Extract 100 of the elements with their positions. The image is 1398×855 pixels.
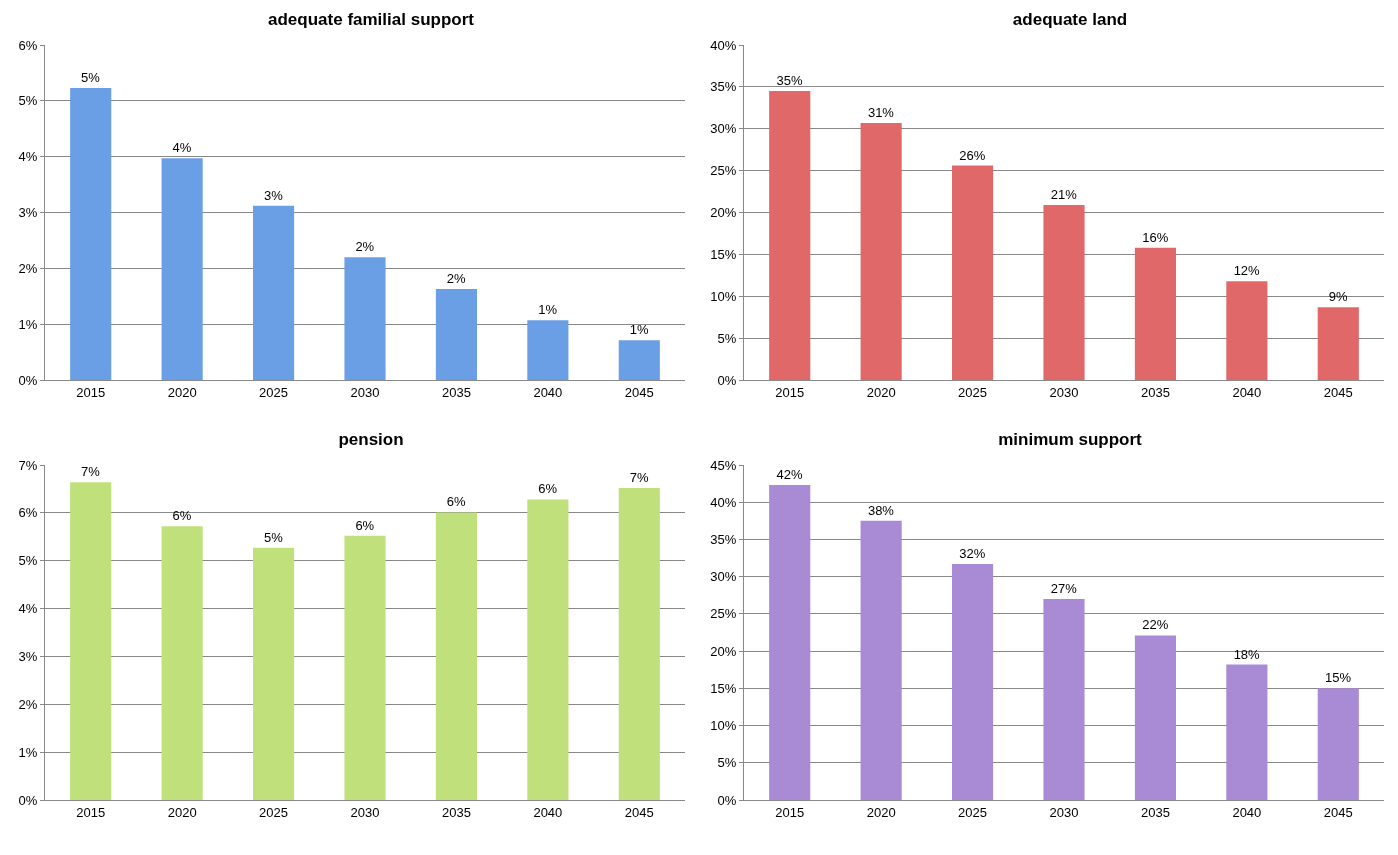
data-label: 3%: [263, 187, 284, 203]
x-tick-label: 2030: [350, 384, 380, 400]
y-tick-label: 0%: [717, 792, 737, 808]
y-tick-label: 5%: [18, 93, 38, 109]
data-label: 35%: [776, 73, 803, 89]
x-tick-label: 2020: [167, 384, 197, 400]
data-label: 18%: [1233, 646, 1261, 662]
x-tick-label: 2030: [1049, 384, 1079, 400]
data-label: 5%: [81, 69, 101, 85]
bar: [1317, 307, 1359, 380]
y-tick-label: 45%: [710, 457, 737, 473]
data-label: 2%: [355, 239, 375, 255]
y-tick-label: 35%: [710, 79, 737, 95]
y-tick-label: 1%: [18, 744, 38, 760]
y-tick-label: 10%: [710, 288, 737, 304]
y-tick-label: 25%: [710, 163, 737, 179]
x-tick-label: 2030: [1049, 804, 1079, 820]
y-tick-label: 7%: [18, 457, 38, 473]
chart-title: adequate land: [1012, 9, 1128, 29]
y-tick-label: 1%: [18, 316, 38, 332]
bar: [769, 91, 811, 380]
bar: [253, 547, 295, 800]
x-tick-label: 2035: [1140, 384, 1170, 400]
y-tick-label: 0%: [18, 372, 38, 388]
x-tick-label: 2040: [533, 804, 563, 820]
chart-title: pension: [338, 429, 404, 449]
x-tick-label: 2015: [775, 804, 805, 820]
y-tick-label: 3%: [18, 205, 38, 221]
x-tick-label: 2040: [1232, 384, 1262, 400]
y-tick-label: 40%: [710, 494, 737, 510]
y-tick-label: 5%: [717, 330, 737, 346]
y-tick-label: 2%: [18, 260, 38, 276]
data-label: 4%: [172, 140, 192, 156]
data-label: 21%: [1050, 186, 1078, 202]
data-label: 16%: [1142, 229, 1169, 245]
bar: [1043, 599, 1085, 800]
data-label: 27%: [1050, 581, 1078, 596]
x-tick-label: 2025: [958, 384, 988, 400]
data-label: 2%: [446, 270, 467, 286]
bar: [1226, 664, 1268, 800]
y-tick-label: 25%: [710, 606, 737, 622]
data-label: 22%: [1142, 617, 1169, 633]
data-label: 6%: [446, 494, 467, 510]
y-tick-label: 6%: [18, 505, 38, 521]
data-label: 38%: [867, 502, 895, 518]
y-tick-label: 20%: [710, 205, 737, 221]
bar: [618, 487, 660, 800]
y-tick-label: 2%: [18, 696, 38, 712]
y-tick-label: 30%: [710, 121, 737, 137]
x-tick-label: 2045: [624, 384, 654, 400]
x-tick-label: 2015: [76, 384, 106, 400]
x-tick-label: 2045: [1323, 384, 1353, 400]
data-label: 31%: [867, 104, 895, 120]
bar: [253, 205, 295, 380]
x-tick-label: 2020: [866, 804, 896, 820]
y-tick-label: 10%: [710, 718, 737, 734]
bar: [952, 564, 994, 800]
x-tick-label: 2030: [350, 804, 380, 820]
bar: [161, 158, 203, 380]
y-tick-label: 0%: [18, 792, 38, 808]
bar: [860, 122, 902, 380]
x-tick-label: 2025: [958, 804, 988, 820]
x-tick-label: 2045: [624, 804, 654, 820]
data-label: 7%: [629, 469, 649, 485]
data-label: 9%: [1328, 289, 1348, 305]
x-tick-label: 2020: [167, 804, 197, 820]
y-tick-label: 30%: [710, 569, 737, 585]
bar: [952, 165, 994, 380]
bar: [344, 535, 386, 800]
x-tick-label: 2025: [259, 384, 289, 400]
chart-title: minimum support: [998, 429, 1143, 449]
data-label: 6%: [355, 517, 375, 533]
bar: [70, 87, 112, 380]
x-tick-label: 2040: [533, 384, 563, 400]
data-label: 1%: [629, 322, 649, 338]
bar: [70, 482, 112, 800]
x-tick-label: 2045: [1323, 804, 1353, 820]
data-label: 6%: [172, 508, 192, 524]
data-label: 12%: [1233, 263, 1261, 279]
chart-title: adequate familial support: [268, 9, 475, 29]
bar: [1226, 281, 1268, 380]
data-label: 6%: [538, 481, 558, 497]
data-label: 26%: [959, 147, 986, 163]
bar: [1134, 247, 1176, 380]
y-tick-label: 0%: [717, 372, 737, 388]
y-tick-label: 40%: [710, 37, 737, 53]
y-tick-label: 4%: [18, 149, 38, 165]
x-tick-label: 2015: [775, 384, 805, 400]
y-tick-label: 15%: [710, 680, 737, 696]
y-tick-label: 35%: [710, 531, 737, 547]
data-label: 42%: [776, 467, 803, 483]
bar: [618, 340, 660, 380]
x-tick-label: 2040: [1232, 804, 1262, 820]
x-tick-label: 2035: [441, 804, 471, 820]
data-label: 5%: [263, 529, 284, 545]
bar: [344, 257, 386, 380]
bar: [435, 512, 477, 800]
y-tick-label: 3%: [18, 648, 38, 664]
data-label: 32%: [959, 546, 986, 562]
bar: [1317, 688, 1359, 800]
